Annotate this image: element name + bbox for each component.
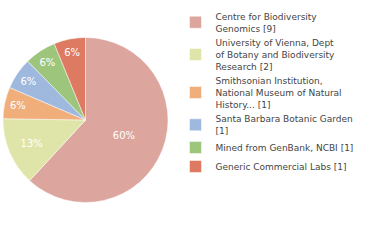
svg-text:Mined from GenBank, NCBI [1]: Mined from GenBank, NCBI [1] [216,143,354,153]
svg-text:6%: 6% [10,100,26,111]
svg-text:6%: 6% [39,57,55,68]
svg-text:University of Vienna, Deptof B: University of Vienna, Deptof Botany and … [216,38,336,71]
svg-text:6%: 6% [64,47,80,58]
svg-text:60%: 60% [113,130,135,141]
svg-text:Centre for BiodiversityGenomic: Centre for BiodiversityGenomics [9] [216,12,318,34]
svg-text:Santa Barbara Botanic Garden[1: Santa Barbara Botanic Garden[1] [216,114,353,136]
svg-text:6%: 6% [20,76,36,87]
svg-text:13%: 13% [21,138,43,149]
svg-text:Smithsonian Institution,Nation: Smithsonian Institution,National Museum … [216,76,342,109]
svg-text:Generic Commercial Labs [1]: Generic Commercial Labs [1] [216,162,347,172]
